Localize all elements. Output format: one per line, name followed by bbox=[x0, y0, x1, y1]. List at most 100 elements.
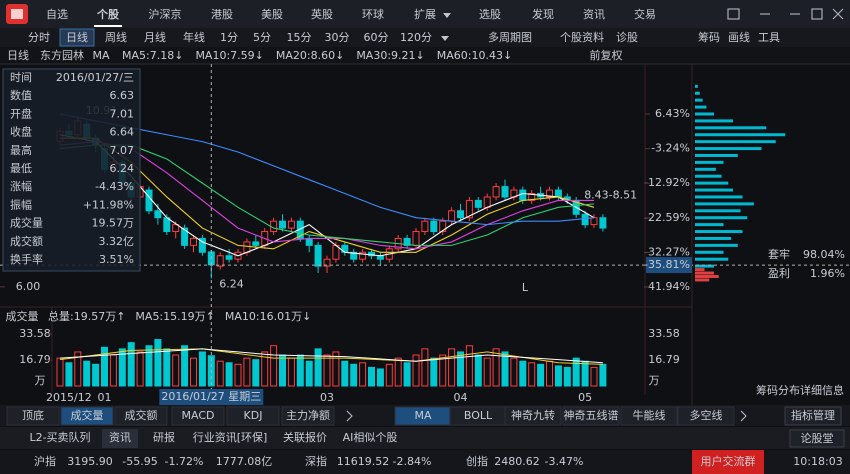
ma-legend: MA5:7.18↓ bbox=[122, 49, 183, 62]
status-item: -3.47% bbox=[545, 455, 584, 468]
group-link[interactable]: 用户交流群 bbox=[701, 454, 756, 468]
chip-bar bbox=[695, 105, 707, 109]
indicator-tab-label[interactable]: 主力净额 bbox=[286, 408, 330, 422]
info-tab[interactable]: 行业资讯[环保] bbox=[193, 430, 268, 444]
adjust-button[interactable]: 前复权 bbox=[590, 48, 623, 62]
indicator-tab-label[interactable]: KDJ bbox=[244, 409, 263, 422]
forum-label[interactable]: 论股堂 bbox=[801, 431, 834, 445]
toolbar-button[interactable]: 分时 bbox=[28, 31, 50, 44]
indicator-tab-label[interactable]: 多空线 bbox=[690, 408, 723, 422]
toolbar-tool[interactable]: 工具 bbox=[758, 31, 780, 44]
indicator-tab-label[interactable]: 顶底 bbox=[22, 408, 44, 422]
forum-button[interactable] bbox=[789, 429, 845, 448]
menu-item[interactable]: 沪深京 bbox=[149, 7, 182, 21]
menu-item[interactable]: 发现 bbox=[532, 7, 554, 21]
indicator-tab-label[interactable]: 神奇五线谱 bbox=[564, 408, 619, 422]
toolbar-button[interactable]: 120分 bbox=[400, 31, 432, 44]
volume-bar bbox=[412, 354, 420, 387]
indicator-tab[interactable] bbox=[562, 406, 620, 426]
volume-bar bbox=[287, 357, 295, 387]
indicator-tab-label[interactable]: MA bbox=[414, 409, 431, 422]
close-button[interactable] bbox=[832, 8, 844, 20]
toolbar-button[interactable]: 1分 bbox=[220, 31, 238, 44]
indicator-tab-label[interactable]: BOLL bbox=[464, 409, 493, 422]
ma-line bbox=[59, 348, 603, 364]
annotation: L bbox=[522, 281, 529, 294]
menu-item[interactable]: 选股 bbox=[479, 8, 501, 21]
clock: 10:18:03 bbox=[793, 455, 842, 468]
indicator-tab[interactable] bbox=[281, 406, 335, 426]
info-tab[interactable]: 资讯 bbox=[109, 431, 131, 444]
toolbar-button[interactable]: 月线 bbox=[144, 30, 166, 44]
dropdown-arrow[interactable] bbox=[441, 36, 449, 41]
toolbar-button[interactable]: 30分 bbox=[325, 31, 350, 44]
menu-item[interactable]: 扩展 bbox=[414, 7, 436, 21]
info-tab[interactable]: L2-买卖队列 bbox=[29, 430, 90, 444]
volume-bar bbox=[341, 360, 349, 387]
toolbar-button[interactable]: 诊股 bbox=[616, 30, 638, 44]
tooltip-value: 19.57万 bbox=[92, 217, 135, 230]
toolbar-button[interactable]: 60分 bbox=[364, 31, 389, 44]
candle-body bbox=[172, 224, 180, 233]
chip-bar bbox=[695, 147, 762, 151]
chip-bar bbox=[695, 243, 738, 247]
info-tab[interactable]: AI相似个股 bbox=[343, 431, 398, 444]
indicator-tab[interactable] bbox=[171, 406, 225, 426]
toolbar-button[interactable]: 5分 bbox=[253, 31, 271, 44]
menu-item[interactable]: 环球 bbox=[362, 7, 384, 21]
indicator-tab-label[interactable]: 牛能线 bbox=[633, 408, 666, 422]
menu-item[interactable]: 美股 bbox=[261, 8, 283, 21]
toolbar-button[interactable]: 多周期图 bbox=[488, 30, 532, 44]
candle-body bbox=[145, 189, 153, 212]
indicator-tab[interactable] bbox=[226, 406, 280, 426]
indicator-tab-label[interactable]: 成交量 bbox=[71, 408, 104, 422]
indicator-tab[interactable] bbox=[504, 406, 562, 426]
menu-item[interactable]: 自选 bbox=[46, 8, 68, 21]
menu-item[interactable]: 港股 bbox=[211, 8, 233, 21]
window-controls[interactable] bbox=[727, 8, 844, 20]
volume-bar bbox=[252, 359, 260, 387]
indicator-tab-label[interactable]: 成交额 bbox=[125, 408, 158, 422]
indicator-tab[interactable] bbox=[114, 406, 168, 426]
volume-bar bbox=[181, 345, 189, 387]
manage-button[interactable] bbox=[784, 406, 842, 426]
menu-item[interactable]: 资讯 bbox=[583, 8, 605, 21]
indicator-tab[interactable] bbox=[620, 406, 678, 426]
maximize-button[interactable] bbox=[811, 8, 823, 20]
toolbar-button[interactable]: 周线 bbox=[105, 30, 127, 44]
scroll-arrow[interactable] bbox=[740, 410, 747, 422]
volume-bar bbox=[198, 351, 206, 387]
toolbar-button[interactable]: 15分 bbox=[287, 31, 312, 44]
volume-bar bbox=[190, 357, 197, 387]
volume-bar bbox=[216, 360, 224, 387]
tooltip-value: -4.43% bbox=[95, 180, 134, 193]
info-tab[interactable]: 研报 bbox=[153, 430, 175, 444]
tooltip-value: +11.98% bbox=[83, 198, 134, 211]
indicator-tab[interactable] bbox=[6, 406, 60, 426]
candle-body bbox=[198, 237, 206, 253]
menu-item[interactable]: 交易 bbox=[634, 7, 656, 21]
indicator-tab-label[interactable]: MACD bbox=[182, 409, 215, 422]
toolbar-tool[interactable]: 筹码 bbox=[698, 30, 720, 44]
toolbar-button[interactable]: 年线 bbox=[183, 30, 205, 44]
toolbar-tool[interactable]: 画线 bbox=[728, 30, 750, 44]
chip-bar bbox=[695, 236, 732, 240]
menu-item[interactable]: 英股 bbox=[311, 7, 333, 21]
toolbar-button[interactable]: 日线 bbox=[66, 30, 88, 44]
chip-bar bbox=[695, 160, 724, 164]
info-tab[interactable]: 关联报价 bbox=[283, 430, 327, 444]
toolbar-button[interactable]: 个股资料 bbox=[560, 30, 604, 44]
indicator-tab-label[interactable]: 神奇九转 bbox=[511, 408, 555, 422]
skin-button[interactable] bbox=[727, 8, 740, 20]
manage-label[interactable]: 指标管理 bbox=[791, 408, 835, 422]
chip-detail-link[interactable]: 筹码分布详细信息 bbox=[756, 383, 844, 397]
indicator-tab[interactable] bbox=[60, 406, 114, 426]
tooltip-label: 振幅 bbox=[10, 197, 32, 211]
scroll-arrow[interactable] bbox=[346, 410, 353, 422]
indicator-tab[interactable] bbox=[677, 406, 735, 426]
ma-legend: MA20:8.60↓ bbox=[276, 49, 344, 62]
group-badge[interactable] bbox=[692, 450, 764, 474]
volume-bar bbox=[234, 363, 242, 387]
menu-item[interactable]: 个股 bbox=[96, 7, 120, 21]
chip-bar bbox=[695, 153, 738, 157]
